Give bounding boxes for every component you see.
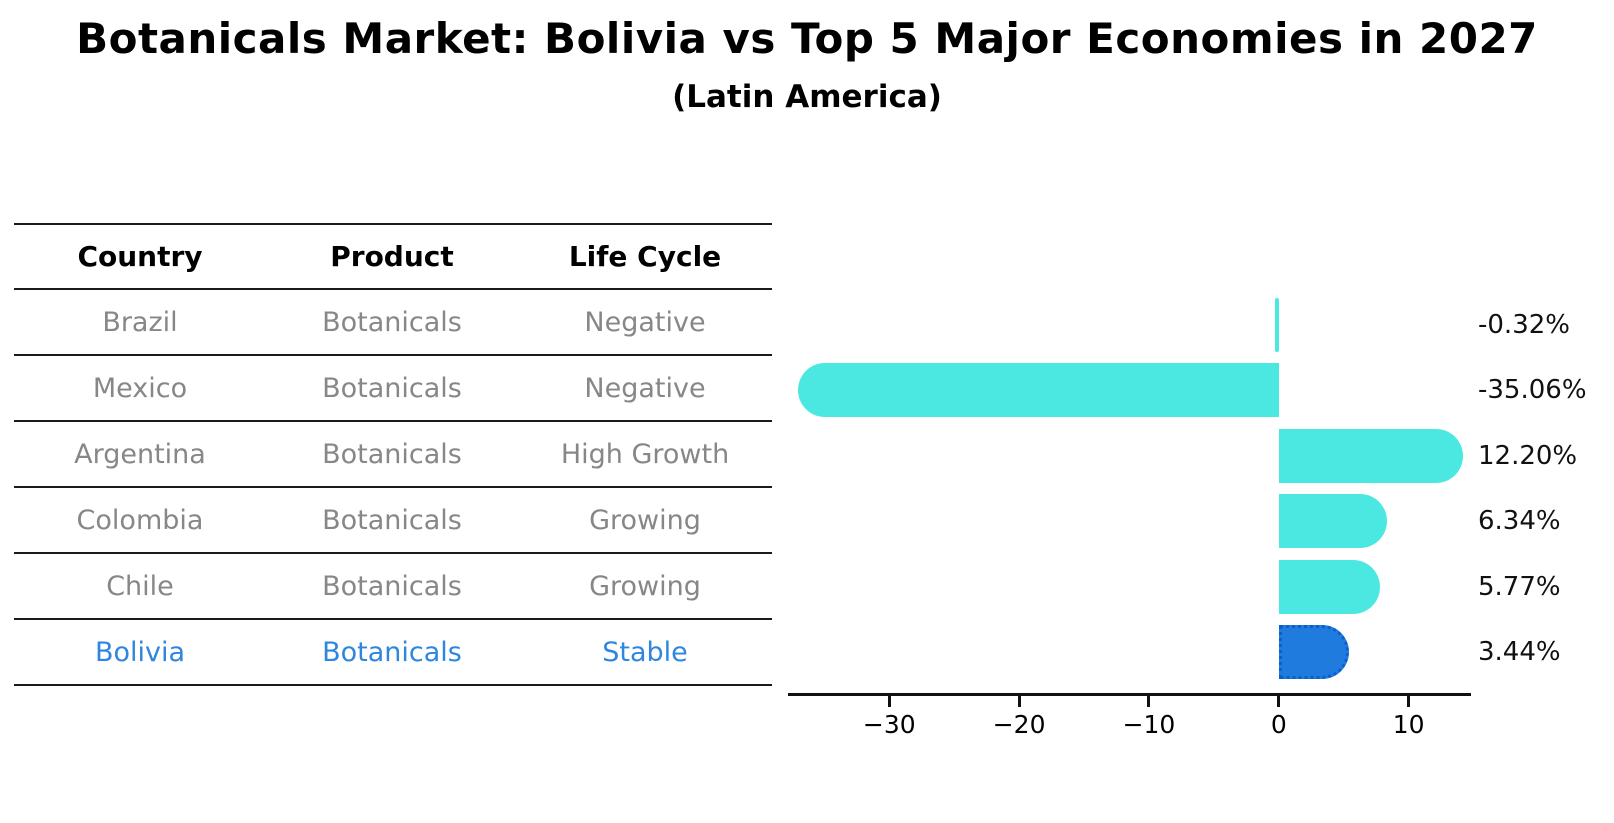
x-axis-tick	[1277, 696, 1281, 707]
x-axis-tick	[1147, 696, 1151, 707]
bar-colombia	[1278, 494, 1388, 549]
table-header-life_cycle: Life Cycle	[568, 240, 722, 273]
table-row-mexico: Mexico Botanicals Negative	[14, 356, 772, 422]
x-axis-tick-label: 0	[1270, 710, 1287, 739]
table-row-argentina: Argentina Botanicals High Growth	[14, 422, 772, 488]
table-cell-life_cycle: Growing	[589, 570, 701, 602]
bar-value-label: -35.06%	[1478, 375, 1587, 406]
x-axis-tick-label: 10	[1392, 710, 1425, 739]
x-axis-tick-label: −30	[862, 710, 916, 739]
table-cell-country: Mexico	[92, 372, 188, 404]
bar-bolivia	[1278, 625, 1350, 679]
bar-argentina	[1278, 428, 1464, 483]
table-cell-product: Botanicals	[322, 372, 462, 404]
x-axis-tick	[887, 696, 891, 707]
table-cell-country: Argentina	[74, 438, 206, 470]
table-cell-life_cycle: Stable	[602, 636, 688, 668]
table-cell-product: Botanicals	[322, 306, 462, 338]
x-axis-line	[788, 693, 1471, 696]
table-header-country: Country	[77, 240, 203, 273]
table-cell-product: Botanicals	[322, 504, 462, 536]
table-cell-product: Botanicals	[322, 438, 462, 470]
table-row-bolivia: Bolivia Botanicals Stable	[14, 620, 772, 686]
bar-value-label: 6.34%	[1478, 506, 1561, 537]
bar-value-label: 5.77%	[1478, 571, 1561, 602]
x-axis-tick-label: −10	[1122, 710, 1176, 739]
table-cell-life_cycle: Negative	[584, 372, 706, 404]
x-axis-tick-label: −20	[992, 710, 1046, 739]
table-header-product: Product	[330, 240, 454, 273]
table-cell-life_cycle: High Growth	[560, 438, 730, 470]
table-cell-country: Brazil	[102, 306, 178, 338]
table-header-row: Country Product Life Cycle	[14, 225, 772, 290]
table-cell-country: Colombia	[76, 504, 204, 536]
table-row-brazil: Brazil Botanicals Negative	[14, 290, 772, 356]
bar-brazil	[1274, 298, 1279, 352]
bar-value-label: 12.20%	[1478, 440, 1578, 471]
table-cell-country: Bolivia	[94, 636, 186, 668]
table-row-colombia: Colombia Botanicals Growing	[14, 488, 772, 554]
comparison-table: Country Product Life Cycle Brazil Botanicals…	[14, 223, 772, 686]
plot-area: -0.32% -35.06% 12.20% 6.34% 5.77% 3.44% −30 −20…	[788, 290, 1587, 739]
x-axis-tick	[1017, 696, 1021, 707]
table-cell-product: Botanicals	[322, 636, 462, 668]
bar-value-label: -0.32%	[1478, 310, 1570, 340]
table-cell-product: Botanicals	[322, 570, 462, 602]
bar-value-label: 3.44%	[1478, 637, 1561, 667]
chart-title: Botanicals Market: Bolivia vs Top 5 Majo…	[76, 14, 1538, 63]
table-cell-life_cycle: Growing	[589, 504, 701, 536]
x-axis-tick	[1407, 696, 1411, 707]
table-row-chile: Chile Botanicals Growing	[14, 554, 772, 620]
table-cell-life_cycle: Negative	[584, 306, 706, 338]
table-cell-country: Chile	[106, 570, 174, 602]
bar-chile	[1278, 559, 1380, 614]
bar-mexico	[797, 363, 1279, 418]
chart-subtitle: (Latin America)	[672, 79, 942, 115]
